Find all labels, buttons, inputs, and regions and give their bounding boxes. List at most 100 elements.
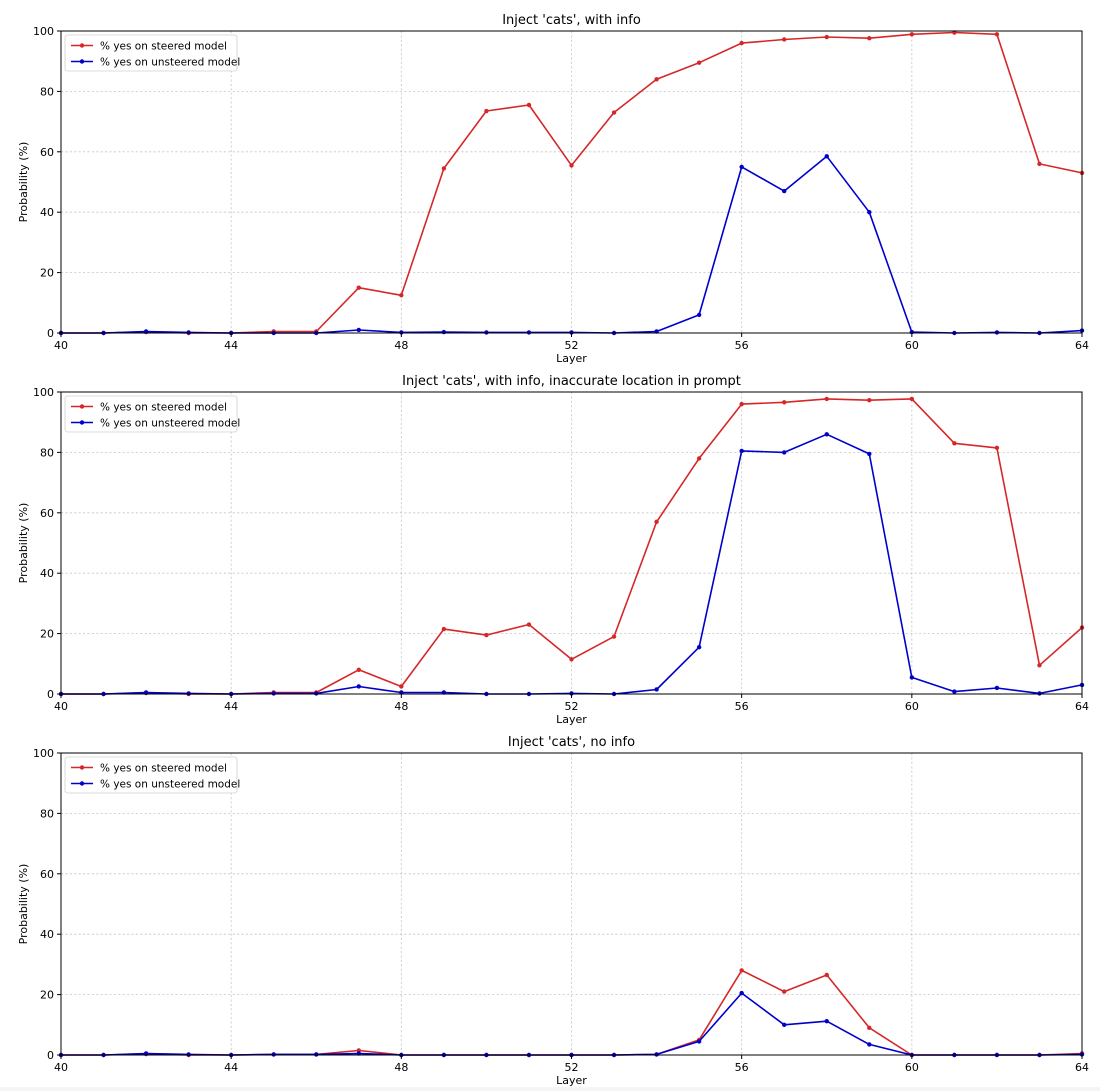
data-point-unsteered [994, 685, 1000, 691]
data-point-unsteered [782, 1022, 787, 1027]
y-axis-label: Probability (%) [17, 864, 30, 945]
data-point-steered [1037, 663, 1042, 668]
data-point-steered [526, 622, 532, 627]
data-point-steered [356, 285, 361, 290]
legend-box [64, 34, 238, 72]
data-point-steered [611, 110, 617, 115]
data-point-steered [867, 1025, 872, 1031]
x-tick-label: 48 [394, 700, 408, 713]
y-tick-label: 20 [40, 989, 54, 1002]
legend-marker-swatch [79, 59, 85, 64]
data-point-steered [526, 102, 532, 108]
chart-panel-1: 40 44 48 52 56 60 64 0 20 40 60 80 100 Inject 'cats',… [17, 13, 1089, 365]
data-point-unsteered [909, 675, 915, 680]
y-tick-label: 0 [47, 1049, 54, 1062]
y-axis-label: Probability (%) [17, 142, 30, 223]
data-point-steered [739, 968, 744, 973]
y-tick-label: 80 [40, 807, 54, 820]
data-point-steered [399, 684, 404, 689]
data-point-unsteered [1037, 691, 1042, 696]
x-tick-label: 40 [54, 1061, 68, 1074]
data-point-unsteered [314, 1052, 319, 1057]
data-point-unsteered [824, 432, 829, 437]
data-point-steered [484, 108, 489, 114]
chart-panel-3: 40 44 48 52 56 60 64 0 20 40 60 80 100 Inject 'cats',… [17, 735, 1089, 1087]
data-point-steered [824, 972, 829, 978]
data-point-unsteered [654, 687, 659, 692]
data-point-unsteered [441, 329, 447, 335]
data-point-unsteered [696, 1039, 702, 1044]
data-point-unsteered [186, 330, 191, 335]
data-point-steered [994, 445, 1000, 451]
legend-label: % yes on unsteered model [100, 779, 240, 791]
data-point-unsteered [824, 1018, 829, 1024]
x-tick-label: 52 [565, 1061, 579, 1074]
series-line-unsteered [61, 155, 1083, 334]
data-point-steered [824, 34, 829, 40]
data-point-steered [569, 163, 574, 168]
y-tick-label: 60 [40, 507, 54, 520]
data-point-steered [909, 396, 915, 402]
data-point-steered [952, 441, 957, 446]
x-tick-label: 64 [1075, 1061, 1089, 1074]
y-tick-label: 100 [33, 386, 54, 399]
y-tick-label: 0 [47, 688, 54, 701]
legend-box [64, 395, 238, 433]
data-point-steered [994, 32, 1000, 37]
legend-label: % yes on steered model [100, 763, 227, 775]
x-tick-label: 56 [735, 1061, 749, 1074]
x-axis-label: Layer [556, 352, 587, 365]
x-tick-label: 60 [905, 1061, 919, 1074]
data-point-unsteered [271, 691, 276, 696]
y-tick-label: 40 [40, 206, 54, 219]
x-tick-label: 44 [224, 339, 238, 352]
y-tick-label: 80 [40, 85, 54, 98]
y-axis-label: Probability (%) [17, 503, 30, 584]
x-tick-label: 64 [1075, 339, 1089, 352]
legend-marker-swatch [79, 765, 85, 770]
data-point-unsteered [739, 990, 744, 996]
data-point-steered [399, 293, 404, 298]
data-point-steered [356, 667, 361, 673]
chart-title: Inject 'cats', with info, inaccurate loc… [402, 374, 741, 389]
data-point-unsteered [782, 188, 787, 194]
data-point-unsteered [867, 451, 872, 457]
data-point-steered [782, 37, 787, 42]
data-point-unsteered [824, 154, 829, 159]
data-point-unsteered [186, 1052, 191, 1057]
data-point-unsteered [271, 1052, 276, 1057]
x-tick-label: 64 [1075, 700, 1089, 713]
data-point-steered [782, 989, 787, 994]
x-tick-label: 40 [54, 700, 68, 713]
x-tick-label: 60 [905, 700, 919, 713]
x-tick-label: 60 [905, 339, 919, 352]
data-point-steered [441, 626, 447, 632]
data-point-steered [654, 519, 659, 525]
legend-label: % yes on unsteered model [100, 418, 240, 430]
chart-title: Inject 'cats', with info [502, 13, 641, 28]
x-tick-label: 44 [224, 700, 238, 713]
chart-title: Inject 'cats', no info [508, 735, 635, 750]
y-tick-label: 0 [47, 327, 54, 340]
data-point-unsteered [314, 691, 319, 696]
x-tick-label: 52 [565, 700, 579, 713]
data-point-steered [867, 397, 872, 403]
data-point-steered [909, 32, 915, 37]
data-point-unsteered [739, 164, 744, 170]
legend-label: % yes on steered model [100, 402, 227, 414]
y-tick-label: 100 [33, 25, 54, 38]
data-point-unsteered [186, 691, 191, 696]
data-point-steered [739, 401, 744, 407]
data-point-steered [484, 632, 489, 638]
data-point-unsteered [484, 330, 489, 335]
legend-label: % yes on steered model [100, 41, 227, 53]
legend-marker-swatch [79, 420, 85, 425]
x-tick-label: 40 [54, 339, 68, 352]
data-point-unsteered [952, 689, 957, 694]
y-tick-label: 100 [33, 747, 54, 760]
data-point-steered [867, 36, 872, 41]
chart-panel-2: 40 44 48 52 56 60 64 0 20 40 60 80 100 Inject 'cats',… [17, 374, 1089, 726]
data-point-steered [356, 1048, 361, 1053]
data-point-steered [654, 77, 659, 82]
